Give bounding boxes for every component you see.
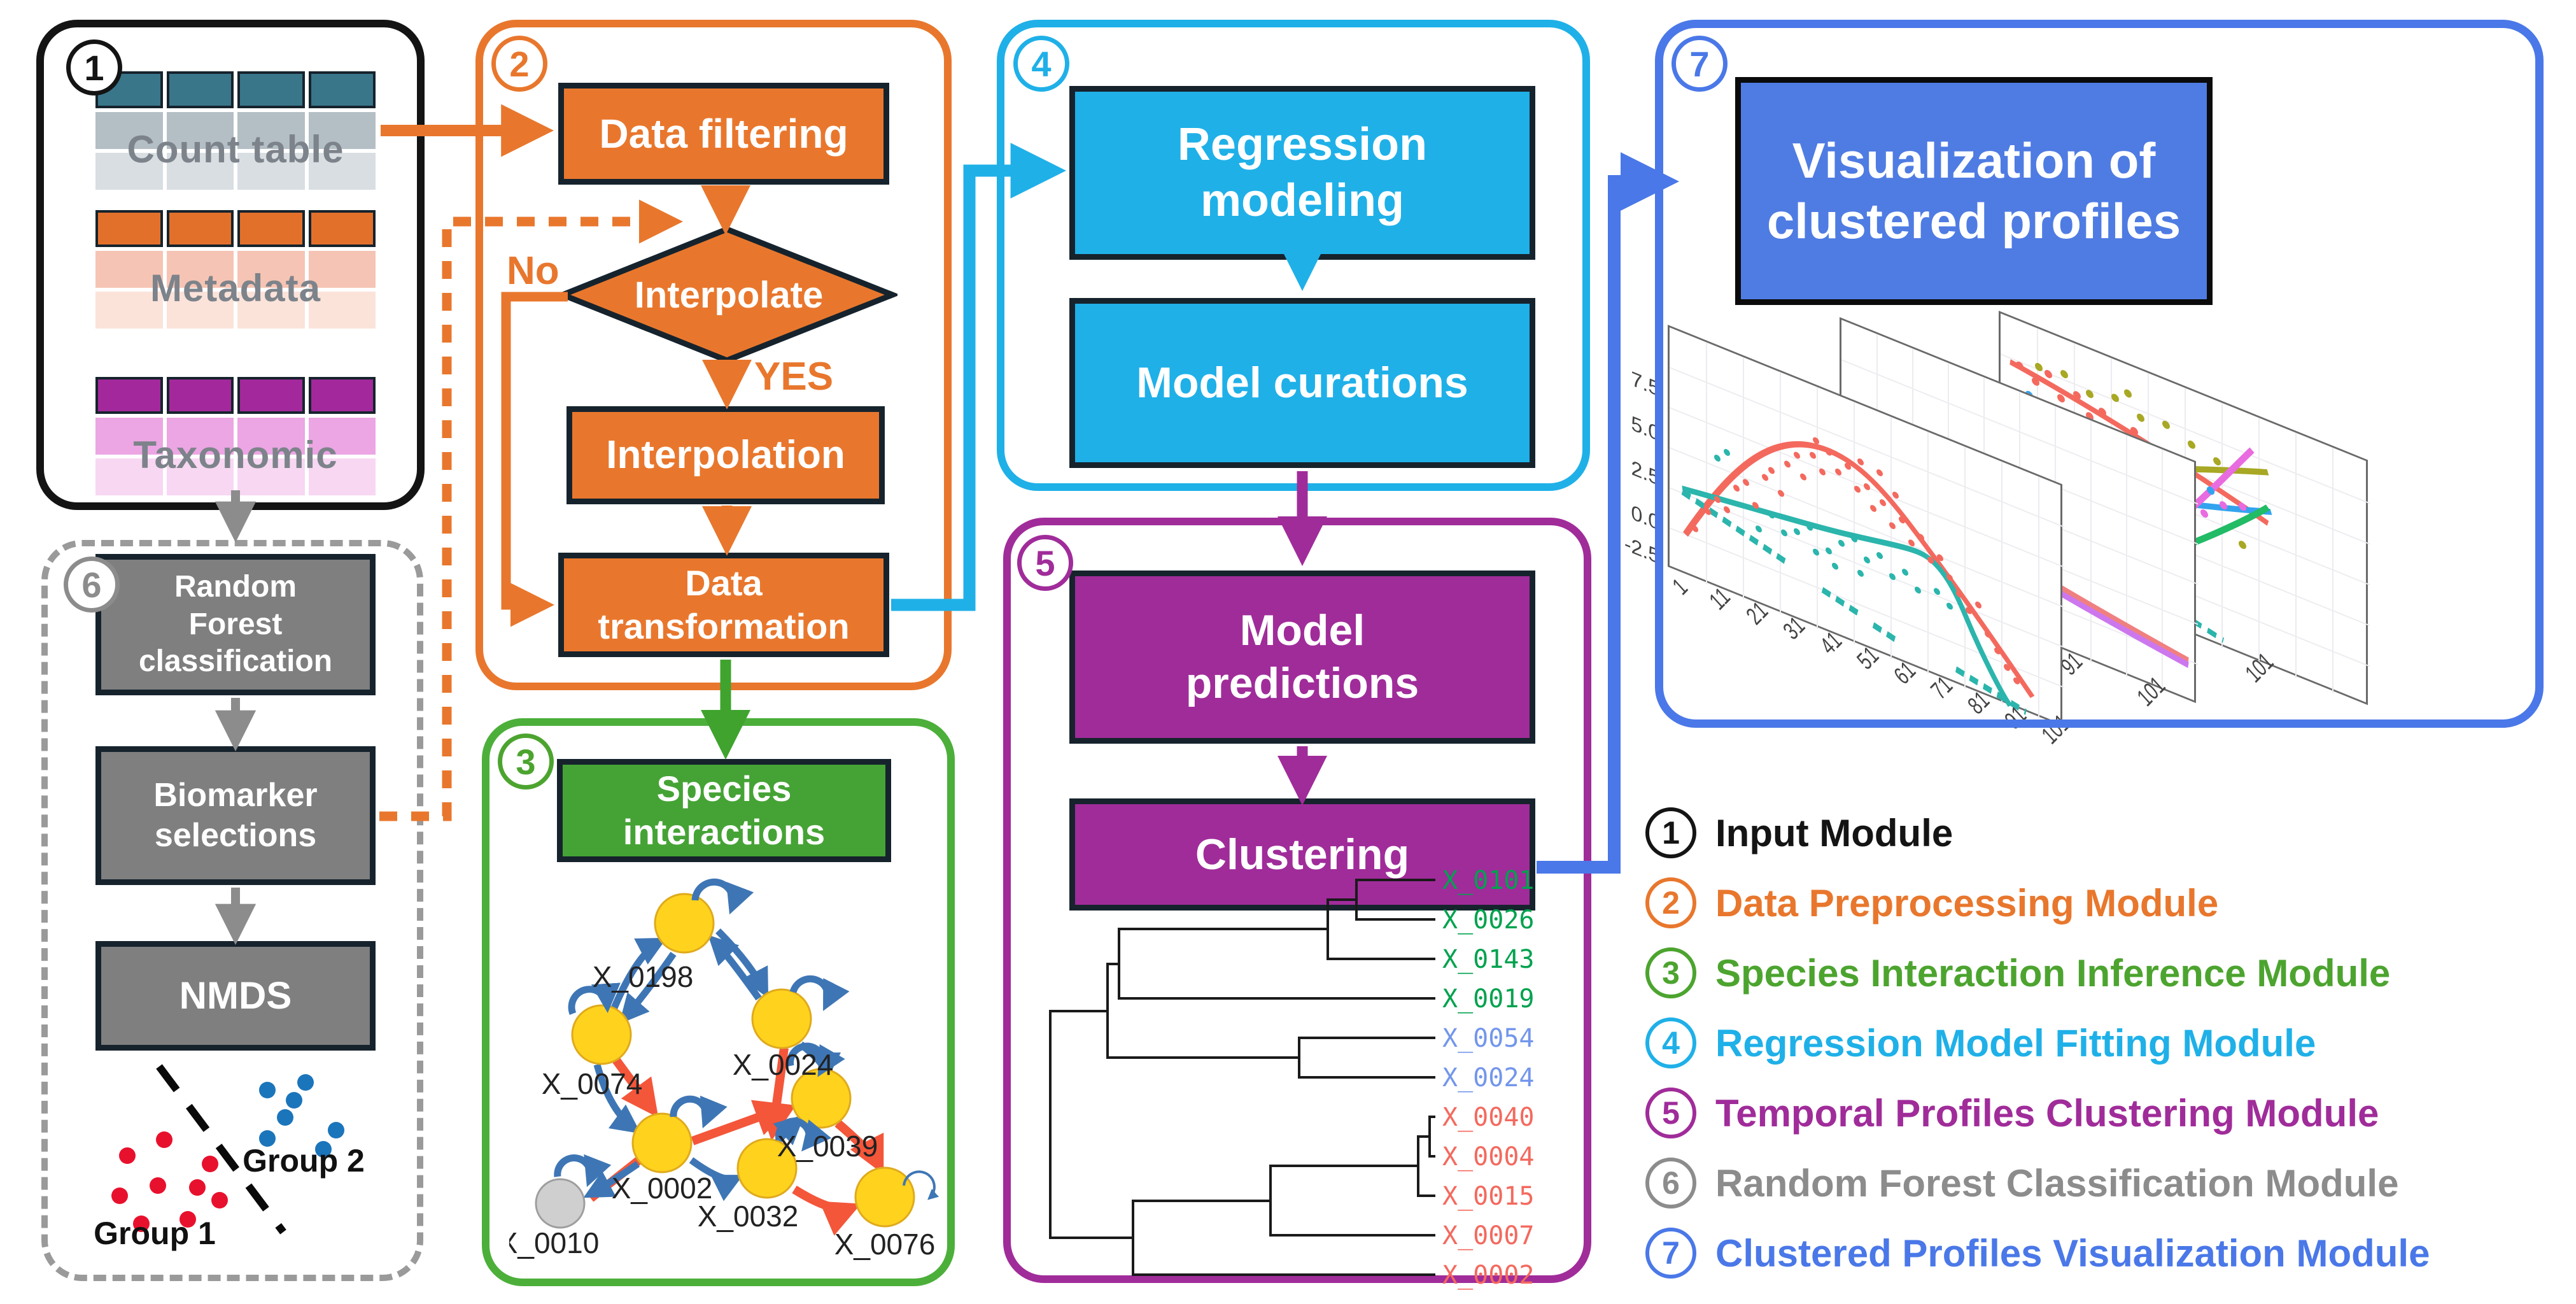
arrow-transformation-to-regression	[891, 143, 1067, 611]
legend-5-circle: 5	[1645, 1088, 1696, 1138]
module-clustering	[1003, 518, 1591, 1283]
dendro-leaf: X_0026	[1442, 905, 1535, 935]
legend-item-visualization: 7 Clustered Profiles Visualization Modul…	[1645, 1224, 2430, 1282]
visualization-box: Visualization of clustered profiles	[1735, 77, 2213, 305]
legend-3-circle: 3	[1645, 947, 1696, 998]
data-filtering-box: Data filtering	[558, 83, 889, 185]
net-label: X_0010	[509, 1226, 599, 1259]
legend-7-label: Clustered Profiles Visualization Module	[1715, 1231, 2430, 1275]
profile-panel-1: 7.5 5.0 2.5 0.0 -2.5 1 11 21 31 41 51 61…	[1624, 325, 2075, 750]
legend-5-label: Temporal Profiles Clustering Module	[1715, 1091, 2379, 1135]
group2-dots	[259, 1074, 344, 1158]
module-4-number: 4	[1013, 36, 1069, 92]
legend-7-circle: 7	[1645, 1228, 1696, 1279]
species-interactions-box: Species interactions	[557, 759, 891, 862]
legend-6-circle: 6	[1645, 1158, 1696, 1208]
net-label: X_0074	[542, 1067, 643, 1100]
taxonomic-table-label: Taxonomic	[133, 434, 338, 476]
species-network: X_0198 X_0074 X_0024 X_0039 X_0002 X_003…	[509, 878, 940, 1261]
branch-yes-label: YES	[754, 355, 834, 399]
group1-label: Group 1	[94, 1215, 216, 1251]
nmds-separator	[156, 1064, 286, 1235]
net-edge-blue	[689, 1157, 743, 1201]
arrow-diamond-no-path	[501, 292, 568, 627]
legend-2-label: Data Preprocessing Module	[1715, 881, 2219, 925]
legend-item-rf: 6 Random Forest Classification Module	[1645, 1154, 2398, 1212]
group2-label: Group 2	[243, 1143, 365, 1179]
module-3-number: 3	[498, 734, 554, 790]
interpolate-label: Interpolate	[634, 274, 824, 316]
net-label: X_0039	[777, 1130, 878, 1163]
count-table	[95, 71, 376, 190]
net-edge-red	[691, 1100, 793, 1145]
dendrogram-lines	[1049, 879, 1435, 1276]
dendro-leaf: X_0054	[1442, 1024, 1535, 1053]
legend-4-label: Regression Model Fitting Module	[1715, 1021, 2316, 1065]
taxonomic-table	[95, 377, 376, 495]
dendro-leaf: X_0002	[1442, 1261, 1535, 1290]
metadata-table	[95, 210, 376, 329]
legend-2-circle: 2	[1645, 877, 1696, 928]
net-label: X_0032	[698, 1200, 799, 1233]
net-nodes	[535, 893, 915, 1229]
arrow-biomarker-feedback	[379, 199, 684, 821]
nmds-scatter	[111, 1064, 344, 1235]
random-forest-box: Random Forest classification	[95, 554, 376, 695]
legend-3-label: Species Interaction Inference Module	[1715, 951, 2391, 995]
net-label: X_0198	[593, 960, 694, 993]
legend-item-temporal: 5 Temporal Profiles Clustering Module	[1645, 1084, 2379, 1142]
module-6-number: 6	[64, 556, 120, 613]
legend-4-circle: 4	[1645, 1017, 1696, 1068]
dendro-leaf: X_0024	[1442, 1063, 1535, 1093]
module-1-number: 1	[66, 39, 122, 96]
dendro-leaf: X_0143	[1442, 945, 1535, 974]
module-5-number: 5	[1017, 535, 1073, 591]
module-regression	[997, 20, 1590, 491]
legend-item-preprocessing: 2 Data Preprocessing Module	[1645, 874, 2218, 932]
legend-1-label: Input Module	[1715, 811, 1953, 854]
dendro-leaf: X_0040	[1442, 1103, 1535, 1132]
dendro-leaf: X_0007	[1442, 1221, 1535, 1251]
net-edge-red	[612, 1057, 659, 1118]
group1-dots	[111, 1131, 228, 1232]
model-predictions-box: Model predictions	[1069, 570, 1535, 744]
net-edge-blue	[593, 1063, 641, 1134]
module-2-number: 2	[491, 36, 547, 92]
regression-modeling-box: Regression modeling	[1069, 86, 1535, 260]
module-random-forest	[41, 540, 423, 1281]
biomarker-box: Biomarker selections	[95, 746, 376, 885]
net-edge-red	[834, 1119, 884, 1175]
branch-no-label: No	[507, 249, 560, 293]
net-self-loops	[554, 878, 940, 1200]
dendro-leaf: X_0101	[1442, 866, 1535, 895]
legend-item-species: 3 Species Interaction Inference Module	[1645, 944, 2390, 1002]
dendrogram: X_0101 X_0026 X_0143 X_0019 X_0054 X_002…	[1049, 866, 1535, 1290]
arrow-clustering-to-visualization	[1537, 152, 1680, 874]
module-7-number: 7	[1672, 36, 1728, 92]
interpolation-box: Interpolation	[567, 406, 885, 504]
dendro-leaf: X_0004	[1442, 1142, 1535, 1172]
metadata-table-label: Metadata	[150, 267, 321, 309]
legend-6-label: Random Forest Classification Module	[1715, 1161, 2399, 1205]
net-label: X_0076	[834, 1228, 936, 1261]
dendro-leaf: X_0015	[1442, 1182, 1535, 1211]
net-edge-blue	[715, 928, 769, 998]
count-table-label: Count table	[127, 128, 344, 171]
module-preprocessing	[475, 20, 952, 690]
legend-item-input: 1 Input Module	[1645, 804, 1953, 862]
model-curations-box: Model curations	[1069, 298, 1535, 468]
net-label: X_0002	[612, 1172, 713, 1205]
net-edge-red	[792, 1186, 861, 1236]
net-label: X_0024	[733, 1048, 834, 1081]
net-edge-blue	[619, 951, 677, 1024]
data-transformation-box: Data transformation	[558, 553, 889, 657]
legend-1-circle: 1	[1645, 807, 1696, 858]
dendro-leaf: X_0019	[1442, 984, 1535, 1014]
legend-item-regression: 4 Regression Model Fitting Module	[1645, 1014, 2316, 1072]
module-visualization	[1655, 20, 2544, 728]
